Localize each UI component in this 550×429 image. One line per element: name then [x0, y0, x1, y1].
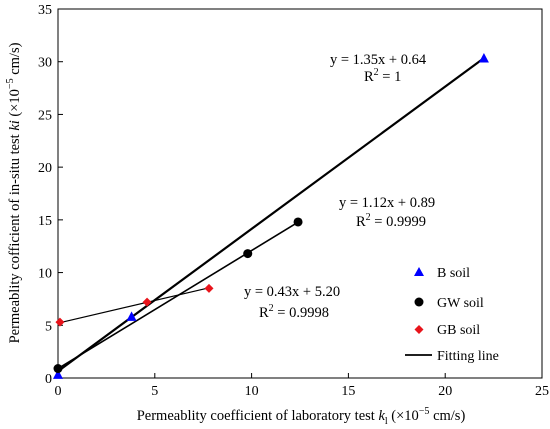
x-tick-label: 15 [341, 384, 355, 399]
x-tick-label: 5 [151, 384, 158, 399]
point-gw-soil [53, 364, 63, 374]
fit-equation-gw-soil: y = 1.12x + 0.89 [339, 195, 435, 211]
legend-label-b-soil: B soil [437, 266, 470, 281]
fit-equation-gb-soil: y = 0.43x + 5.20 [244, 284, 340, 300]
legend-marker-gw-soil [414, 297, 424, 307]
legend-label-gw-soil: GW soil [437, 296, 484, 311]
x-tick-label: 20 [438, 384, 452, 399]
legend-marker-b-soil [414, 267, 424, 276]
y-tick-label: 15 [38, 214, 52, 229]
legend-label-gb-soil: GB soil [437, 323, 480, 338]
legend-marker-gb-soil [414, 325, 424, 334]
y-tick-label: 5 [45, 319, 52, 334]
fit-line-gb-soil [59, 287, 210, 324]
point-gw-soil [293, 217, 303, 227]
y-tick-label: 30 [38, 56, 52, 71]
fit-r2-gw-soil: R2 = 0.9999 [356, 212, 426, 230]
y-tick-label: 25 [38, 108, 52, 123]
x-tick-label: 10 [245, 384, 259, 399]
x-tick-label: 25 [535, 384, 549, 399]
x-axis-title: Permeablity coefficient of laboratory te… [137, 406, 466, 427]
fit-r2-b-soil: R2 = 1 [364, 67, 401, 85]
point-b-soil [478, 53, 489, 63]
axis-ticks: 0 5 10 15 20 25 0 5 10 15 20 25 30 35 [38, 3, 549, 399]
y-tick-label: 20 [38, 161, 52, 176]
point-gb-soil [142, 297, 152, 307]
y-tick-label: 10 [38, 267, 52, 282]
y-tick-label: 35 [38, 3, 52, 18]
point-gb-soil [204, 283, 214, 293]
y-tick-label: 0 [45, 372, 52, 387]
point-b-soil [53, 369, 63, 379]
fit-equation-b-soil: y = 1.35x + 0.64 [330, 52, 427, 68]
x-tick-label: 0 [55, 384, 62, 399]
point-gw-soil [243, 249, 253, 259]
point-gb-soil [55, 317, 65, 327]
point-b-soil [126, 311, 137, 321]
legend-label-fitting-line: Fitting line [437, 349, 499, 364]
y-axis-title: Permeablity cofficient of in-situ test k… [5, 42, 23, 343]
legend: B soil GW soil GB soil Fitting line [405, 266, 499, 364]
data-points [53, 53, 489, 379]
fit-r2-gb-soil: R2 = 0.9998 [259, 303, 329, 321]
